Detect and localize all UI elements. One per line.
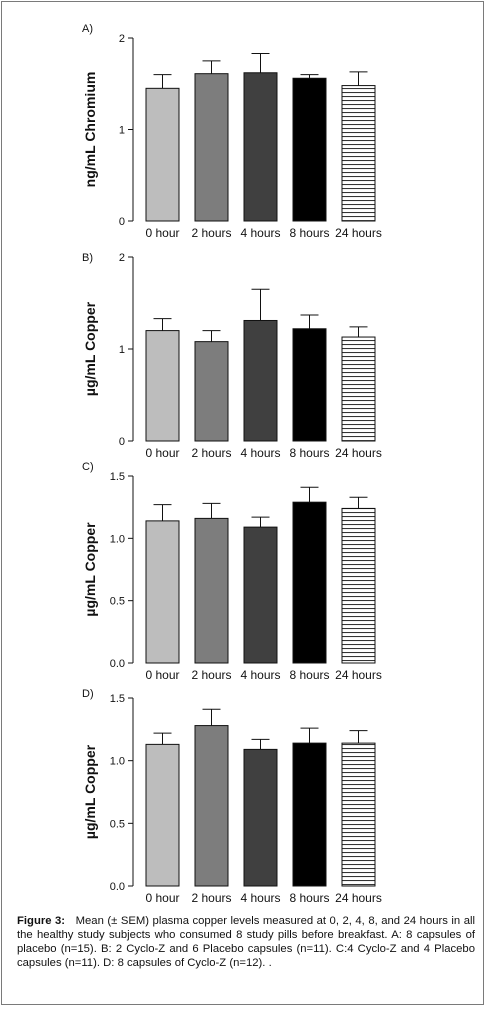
figure-caption: Figure 3: Mean (± SEM) plasma copper lev… [17, 914, 475, 970]
x-tick-label: 0 hour [145, 668, 179, 682]
y-tick-label: 1 [119, 344, 125, 356]
x-tick-label: 24 hours [335, 226, 382, 240]
bar [292, 77, 327, 222]
x-tick-label: 8 hours [289, 668, 329, 682]
bar [341, 742, 376, 887]
bar [341, 336, 376, 442]
bar [194, 725, 229, 887]
y-tick-label: 0.5 [110, 818, 125, 830]
bar [292, 501, 327, 664]
panel-label: C) [82, 461, 94, 473]
bar [292, 742, 327, 887]
bar [145, 520, 180, 664]
x-tick-label: 2 hours [191, 226, 231, 240]
x-tick-label: 0 hour [145, 226, 179, 240]
y-tick-label: 1 [119, 125, 125, 137]
bar [194, 73, 229, 222]
y-axis-title: µg/mL Copper [82, 301, 98, 396]
x-tick-label: 4 hours [240, 226, 280, 240]
bar [145, 330, 180, 442]
bar [145, 743, 180, 887]
y-axis-title: µg/mL Copper [82, 744, 98, 839]
caption-label: Figure 3: [17, 915, 66, 927]
figure-charts: A) ng/mL Chromium 0 1 2 0 hour 2 hours 4 hours 8… [82, 23, 382, 905]
x-tick-label: 8 hours [289, 226, 329, 240]
x-tick-label: 2 hours [191, 446, 231, 460]
y-tick-label: 0 [119, 216, 125, 228]
chart-panel-d: D) µg/mL Copper 0.0 0.5 1.0 1.5 0 hour 2 hours 4… [82, 688, 382, 905]
bar [292, 328, 327, 442]
y-tick-label: 1.5 [110, 693, 125, 705]
y-tick-label: 0.0 [110, 881, 125, 893]
bar [243, 319, 278, 442]
x-tick-label: 4 hours [240, 668, 280, 682]
bar [243, 748, 278, 887]
x-tick-label: 8 hours [289, 446, 329, 460]
bar [341, 85, 376, 222]
y-tick-label: 1.0 [110, 756, 125, 768]
bar [194, 517, 229, 664]
x-tick-label: 2 hours [191, 891, 231, 905]
chart-panel-c: C) µg/mL Copper 0.0 0.5 1.0 1.5 0 hour 2 hours 4… [82, 461, 382, 682]
chart-panel-a: A) ng/mL Chromium 0 1 2 0 hour 2 hours 4 hours 8… [82, 23, 382, 240]
x-tick-label: 0 hour [145, 891, 179, 905]
y-tick-label: 1.0 [110, 533, 125, 545]
bar [243, 526, 278, 664]
panel-label: D) [82, 688, 94, 700]
x-tick-label: 2 hours [191, 668, 231, 682]
y-tick-label: 0.0 [110, 658, 125, 670]
panel-label: B) [82, 252, 93, 264]
x-tick-label: 4 hours [240, 891, 280, 905]
x-tick-label: 24 hours [335, 891, 382, 905]
x-tick-label: 4 hours [240, 446, 280, 460]
y-axis-title: ng/mL Chromium [82, 72, 98, 188]
y-tick-label: 1.5 [110, 471, 125, 483]
x-tick-label: 0 hour [145, 446, 179, 460]
bar [243, 72, 278, 222]
chart-panel-b: B) µg/mL Copper 0 1 2 0 hour 2 hours 4 hours 8 h… [82, 252, 382, 460]
y-tick-label: 0 [119, 436, 125, 448]
y-tick-label: 2 [119, 33, 125, 45]
y-tick-label: 0.5 [110, 596, 125, 608]
panel-label: A) [82, 23, 93, 35]
bar [194, 341, 229, 442]
caption-text: Mean (± SEM) plasma copper levels measur… [17, 915, 476, 969]
x-tick-label: 24 hours [335, 668, 382, 682]
y-axis-title: µg/mL Copper [82, 522, 98, 617]
x-tick-label: 24 hours [335, 446, 382, 460]
bar [145, 87, 180, 222]
bar [341, 507, 376, 664]
y-tick-label: 2 [119, 252, 125, 264]
x-tick-label: 8 hours [289, 891, 329, 905]
